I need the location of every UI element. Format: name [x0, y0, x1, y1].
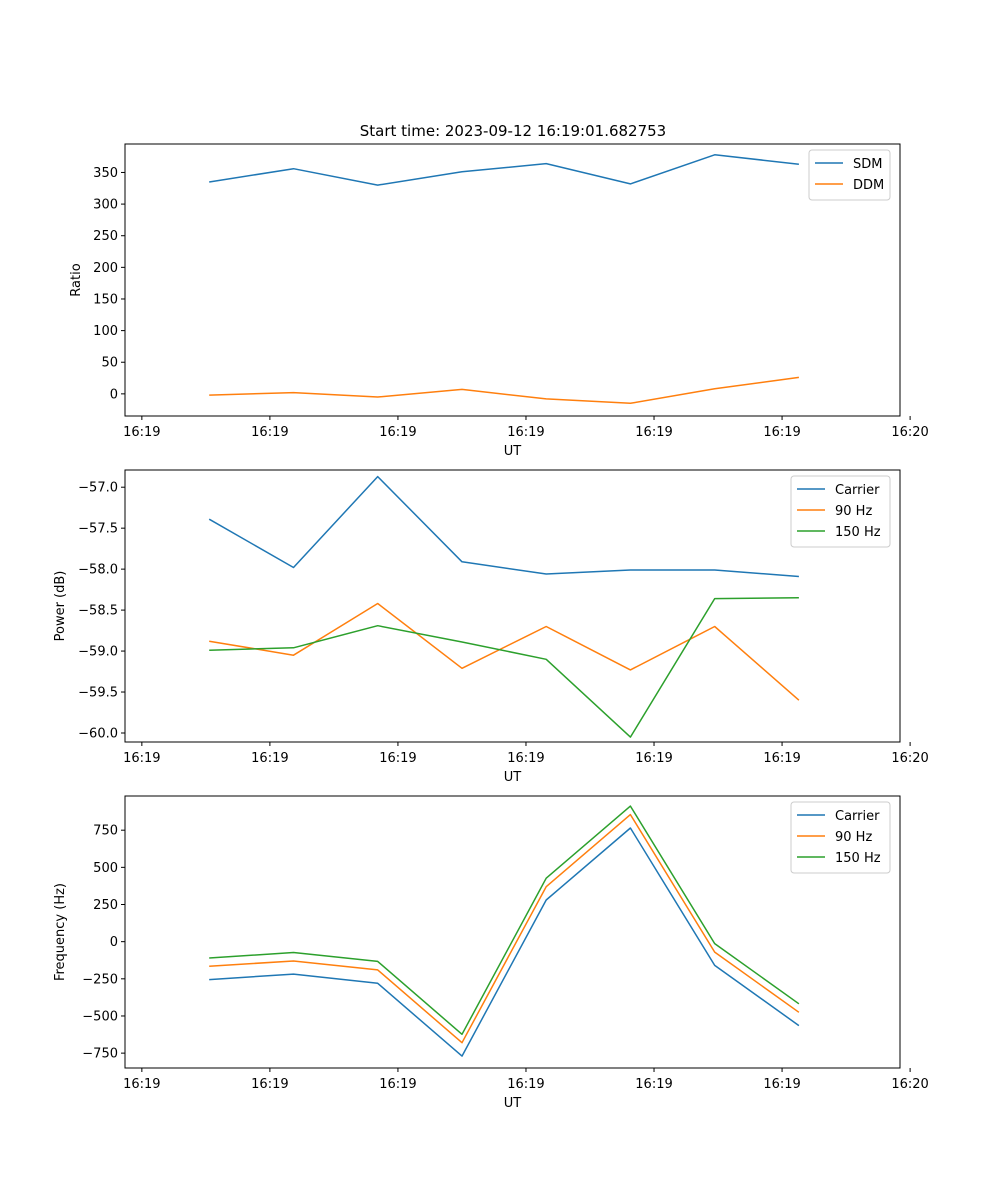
axes-frame: [124, 795, 901, 1069]
x-tick-label: 16:19: [635, 425, 672, 440]
legend-label-90-hz: 90 Hz: [835, 504, 872, 519]
x-tick-label: 16:19: [379, 751, 416, 766]
x-tick-label: 16:19: [251, 425, 288, 440]
y-tick-label: 150: [93, 292, 118, 307]
legend-box: [790, 801, 891, 874]
legend-label-90-hz: 90 Hz: [835, 830, 872, 845]
legend-label-carrier: Carrier: [835, 483, 880, 498]
x-tick-label: 16:20: [891, 425, 928, 440]
x-tick-label: 16:19: [635, 751, 672, 766]
y-tick-label: 0: [110, 935, 118, 950]
x-tick-label: 16:19: [123, 425, 160, 440]
x-tick-label: 16:19: [123, 751, 160, 766]
y-tick-label: 250: [93, 898, 118, 913]
x-axis-label: UT: [504, 770, 522, 785]
y-tick-label: 500: [93, 861, 118, 876]
x-tick-label: 16:19: [763, 425, 800, 440]
y-tick-label: −750: [82, 1047, 118, 1062]
x-tick-label: 16:20: [891, 1077, 928, 1092]
legend: Carrier 90 Hz 150 Hz: [790, 801, 891, 874]
series-line-sdm: [209, 154, 799, 186]
y-tick-label: 750: [93, 824, 118, 839]
ratio-panel: 16:19 16:19 16:19 16:19 16:19 16:19 16:20 0 50 10…: [69, 143, 929, 459]
y-tick-label: −59.5: [78, 686, 118, 701]
x-axis-label: UT: [504, 444, 522, 459]
y-tick-label: 250: [93, 229, 118, 244]
legend-box: [790, 475, 891, 548]
y-tick-label: 300: [93, 198, 118, 213]
series-line-carrier: [208, 475, 799, 578]
y-tick-label: −57.0: [78, 481, 118, 496]
series-line-90-hz: [209, 813, 800, 1044]
x-tick-label: 16:19: [123, 1077, 160, 1092]
series-line-150-hz: [209, 805, 800, 1036]
y-axis-label: Frequency (Hz): [53, 883, 68, 981]
y-tick-label: −500: [82, 1009, 118, 1024]
legend-label-carrier: Carrier: [835, 809, 880, 824]
power-panel: 16:19 16:19 16:19 16:19 16:19 16:19 16:20 −60.0…: [53, 469, 929, 785]
axes-frame: [124, 143, 901, 417]
chart-title: Start time: 2023-09-12 16:19:01.682753: [360, 122, 666, 140]
x-tick-label: 16:19: [251, 1077, 288, 1092]
legend: SDM DDM: [808, 149, 891, 201]
legend-label-ddm: DDM: [853, 178, 884, 193]
y-tick-label: 350: [93, 166, 118, 181]
series-line-carrier: [209, 827, 800, 1057]
y-axis-label: Ratio: [69, 263, 84, 296]
y-tick-label: −60.0: [78, 726, 118, 741]
x-tick-label: 16:19: [635, 1077, 672, 1092]
y-tick-label: −57.5: [78, 522, 118, 537]
y-tick-label: 100: [93, 324, 118, 339]
y-axis-label: Power (dB): [53, 571, 68, 642]
x-tick-label: 16:19: [507, 1077, 544, 1092]
axes-frame: [124, 469, 901, 743]
frequency-panel: 16:19 16:19 16:19 16:19 16:19 16:19 16:20 −750 −…: [53, 795, 929, 1111]
x-tick-label: 16:19: [507, 751, 544, 766]
x-tick-label: 16:19: [763, 1077, 800, 1092]
x-tick-label: 16:19: [507, 425, 544, 440]
x-tick-label: 16:19: [763, 751, 800, 766]
y-tick-label: 200: [93, 261, 118, 276]
series-line-90-hz: [209, 602, 800, 701]
series-line-ddm: [209, 376, 800, 405]
legend: Carrier 90 Hz 150 Hz: [790, 475, 891, 548]
x-tick-label: 16:19: [379, 425, 416, 440]
y-tick-label: −59.0: [78, 645, 118, 660]
x-tick-label: 16:19: [251, 751, 288, 766]
y-tick-label: −250: [82, 972, 118, 987]
x-tick-label: 16:19: [379, 1077, 416, 1092]
y-tick-label: 50: [101, 356, 118, 371]
legend-label-150-hz: 150 Hz: [835, 525, 881, 540]
legend-label-150-hz: 150 Hz: [835, 851, 881, 866]
legend-label-sdm: SDM: [853, 157, 882, 172]
x-tick-label: 16:20: [891, 751, 928, 766]
y-tick-label: −58.5: [78, 604, 118, 619]
x-axis-label: UT: [504, 1096, 522, 1111]
series-line-150-hz: [209, 597, 799, 738]
y-tick-label: 0: [110, 387, 118, 402]
y-tick-label: −58.0: [78, 563, 118, 578]
